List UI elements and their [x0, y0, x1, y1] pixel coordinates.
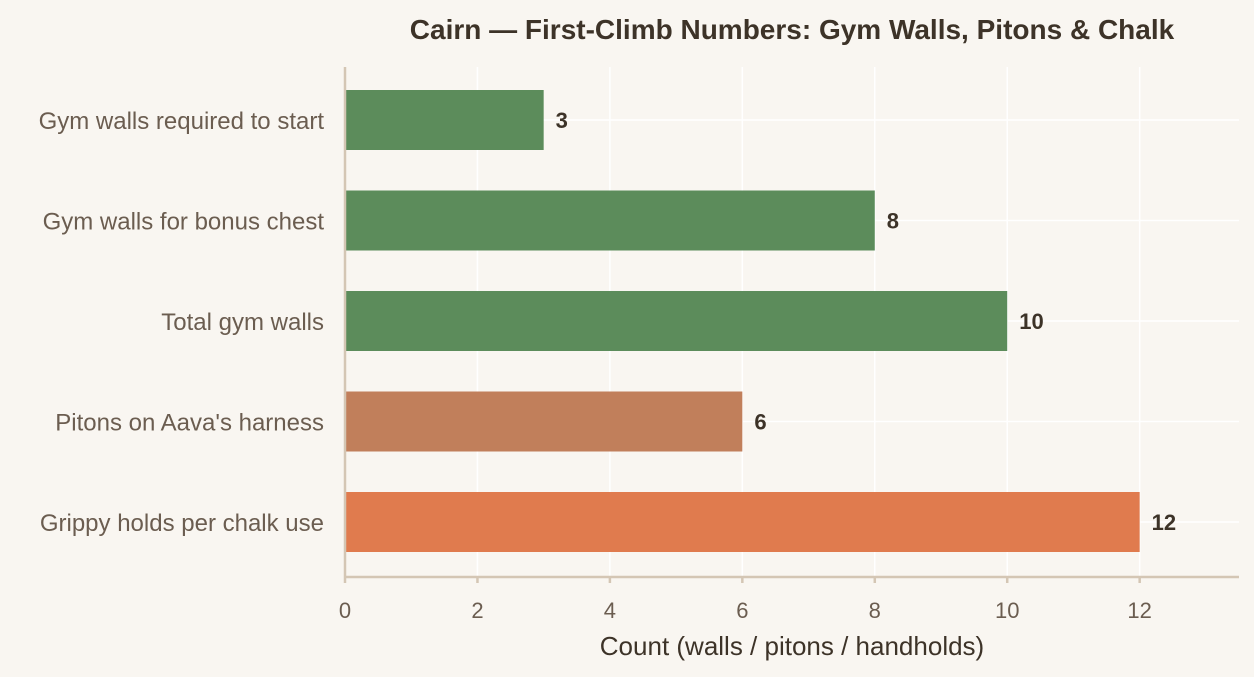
bar-2 [345, 291, 1008, 351]
x-tick-label-5: 10 [995, 598, 1019, 623]
category-label-3: Pitons on Aava's harness [55, 410, 324, 437]
x-tick-label-6: 12 [1127, 598, 1151, 623]
category-label-2: Total gym walls [161, 309, 324, 336]
chart-title: Cairn — First-Climb Numbers: Gym Walls, … [410, 14, 1175, 45]
x-tick-label-1: 2 [471, 598, 483, 623]
category-label-0: Gym walls required to start [39, 108, 325, 135]
bar-0 [345, 90, 544, 150]
x-tick-label-3: 6 [736, 598, 748, 623]
category-label-4: Grippy holds per chalk use [40, 510, 324, 537]
x-axis-label: Count (walls / pitons / handholds) [600, 631, 984, 661]
data-label-0: 3 [556, 108, 568, 133]
x-tick-label-2: 4 [604, 598, 616, 623]
category-label-1: Gym walls for bonus chest [43, 209, 325, 236]
data-label-4: 12 [1152, 510, 1176, 535]
x-tick-label-4: 8 [869, 598, 881, 623]
data-label-2: 10 [1019, 309, 1043, 334]
bar-3 [345, 391, 743, 452]
axes-layer [343, 67, 1239, 583]
data-label-3: 6 [754, 410, 766, 435]
bar-4 [345, 492, 1140, 552]
bar-1 [345, 190, 875, 251]
data-label-1: 8 [887, 209, 899, 234]
bars-layer [345, 90, 1140, 552]
labels-layer: Gym walls required to start 3 Gym walls fo… [39, 108, 1177, 623]
x-tick-label-0: 0 [339, 598, 351, 623]
